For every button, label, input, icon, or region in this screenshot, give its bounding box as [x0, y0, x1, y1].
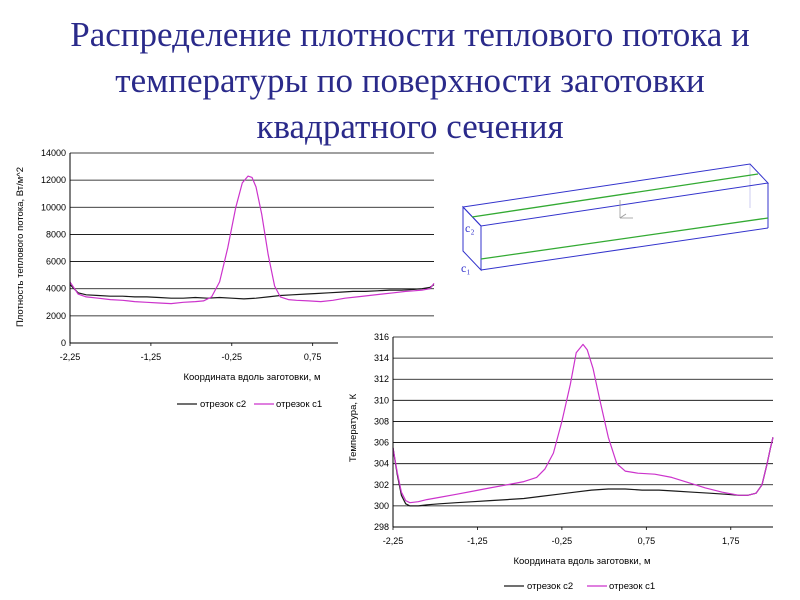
segment-c1-line [480, 217, 769, 260]
heat-flux-chart: 0 2000 4000 6000 8000 10000 12000 14000 -2,25 -1,… [15, 148, 435, 410]
chart1-series [69, 175, 435, 305]
c1-x-tick-label: -1,25 [141, 352, 162, 362]
chart2-background [338, 324, 790, 600]
axis-marker-icon [619, 200, 633, 219]
slide-title-line-2: температуры по поверхности заготовки [115, 61, 705, 100]
c2-y-tick-label: 302 [374, 480, 389, 490]
c1-y-tick-label: 2000 [46, 311, 66, 321]
chart1-y-axis-title: Плотность теплового потока, Вт/м^2 [15, 167, 26, 327]
slide-title: Распределение плотности теплового потока… [40, 12, 780, 150]
c2-series-line-c1 [392, 343, 774, 504]
c2-x-tick-label: 1,75 [722, 536, 740, 546]
chart2-x-axis-title: Координата вдоль заготовки, м [513, 556, 650, 567]
chart2-series [392, 343, 774, 507]
chart1-grid [70, 152, 434, 344]
c1-x-tick-label: -0,25 [222, 352, 243, 362]
c2-y-tick-label: 310 [374, 395, 389, 405]
c1-y-tick-label: 14000 [41, 148, 66, 158]
chart2-legend-label-c1: отрезок с1 [609, 581, 655, 592]
chart1-axes [69, 153, 434, 346]
chart2-grid [393, 336, 773, 528]
chart1-x-axis-title: Координата вдоль заготовки, м [183, 372, 320, 383]
billet-diagram: c₂ c₁ [461, 163, 770, 275]
c1-x-tick-label: 0,75 [304, 352, 322, 362]
c2-x-tick-label: -2,25 [383, 536, 404, 546]
chart1-legend-label-c2: отрезок с2 [200, 399, 246, 410]
c1-y-tick-label: 12000 [41, 175, 66, 185]
slide-title-line-1: Распределение плотности теплового потока… [70, 15, 750, 54]
c2-x-tick-label: 0,75 [638, 536, 656, 546]
c2-x-tick-label: -1,25 [467, 536, 488, 546]
c2-y-tick-label: 300 [374, 501, 389, 511]
chart2-tick-labels: 298 300 302 304 306 308 310 312 314 316 -2,25 -1,25… [374, 332, 740, 546]
c2-y-tick-label: 308 [374, 416, 389, 426]
chart1-legend-label-c1: отрезок с1 [276, 399, 322, 410]
label-c1: c₁ [461, 261, 471, 275]
c1-y-tick-label: 10000 [41, 202, 66, 212]
c1-y-tick-label: 0 [61, 338, 66, 348]
c1-y-tick-label: 8000 [46, 229, 66, 239]
c2-y-tick-label: 314 [374, 353, 389, 363]
c2-y-tick-label: 298 [374, 522, 389, 532]
c2-y-tick-label: 312 [374, 374, 389, 384]
chart1-tick-labels: 0 2000 4000 6000 8000 10000 12000 14000 -2,25 -1,… [41, 148, 321, 362]
segment-c2-line [471, 173, 759, 218]
chart1-legend: отрезок с2 отрезок с1 [177, 399, 322, 410]
slide-title-line-3: квадратного сечения [256, 107, 564, 146]
chart2-legend-label-c2: отрезок с2 [527, 581, 573, 592]
c1-y-tick-label: 6000 [46, 257, 66, 267]
c2-y-tick-label: 304 [374, 459, 389, 469]
c2-y-tick-label: 316 [374, 332, 389, 342]
c2-y-tick-label: 306 [374, 438, 389, 448]
chart2-y-axis-title: Температура, К [348, 393, 359, 462]
chart2-axes [392, 337, 773, 530]
label-c2: c₂ [465, 221, 475, 235]
temperature-chart: 298 300 302 304 306 308 310 312 314 316 -2,25 -1,25… [338, 324, 790, 600]
chart2-legend: отрезок с2 отрезок с1 [504, 581, 655, 592]
c1-series-line-c1 [69, 175, 435, 305]
c2-x-tick-label: -0,25 [552, 536, 573, 546]
c1-x-tick-label: -2,25 [60, 352, 81, 362]
c1-series-line-c2 [69, 284, 435, 300]
c1-y-tick-label: 4000 [46, 284, 66, 294]
billet-bottom-edge [480, 227, 769, 271]
